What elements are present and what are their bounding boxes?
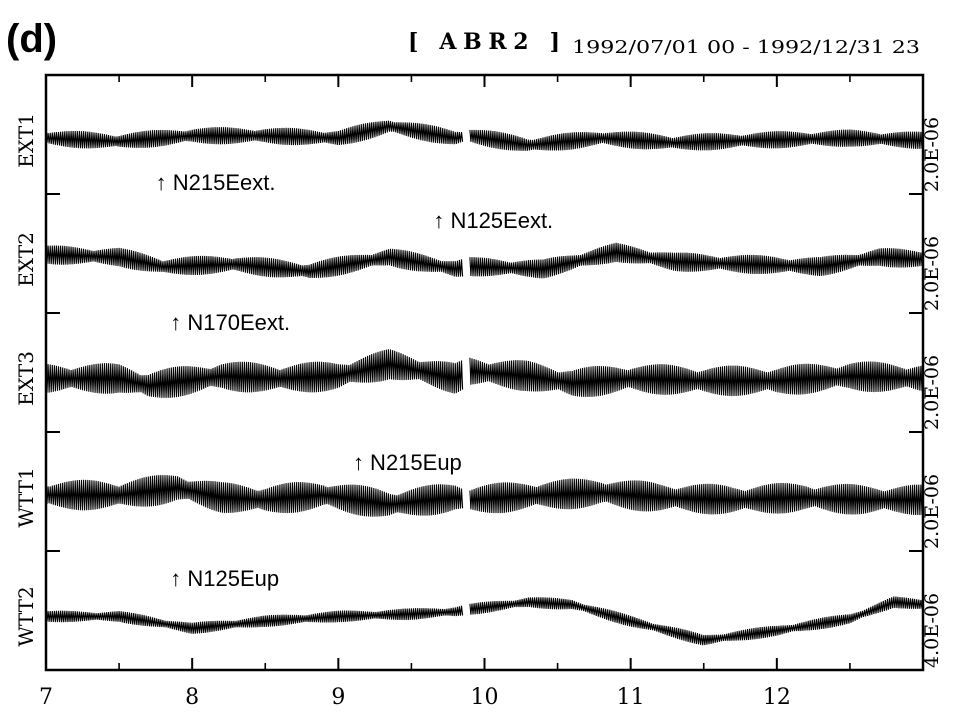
series-ext1: EXT1 2.0E-06 ↑ N215Eext. bbox=[14, 113, 943, 195]
series-label: EXT2 bbox=[14, 232, 38, 287]
series-label: WTT2 bbox=[14, 586, 38, 646]
series-annotation: ↑ N170Eext. bbox=[170, 310, 290, 335]
series-trace bbox=[45, 475, 464, 517]
series-annotation: ↑ N215Eext. bbox=[156, 170, 276, 195]
y-axis-ticks bbox=[46, 193, 923, 552]
chart-period: 1992/07/01 00 - 1992/12/31 23 bbox=[572, 37, 920, 58]
x-tick-label: 10 bbox=[471, 685, 499, 710]
x-tick-label: 9 bbox=[331, 685, 345, 710]
panel-label: (d) bbox=[6, 17, 57, 61]
series-trace bbox=[469, 129, 924, 151]
x-tick-label: 12 bbox=[763, 685, 791, 710]
x-tick-label: 8 bbox=[185, 685, 199, 710]
series-trace bbox=[45, 120, 464, 149]
series-annotation: ↑ N215Eup bbox=[353, 450, 462, 475]
series-ext3: EXT3 2.0E-06 ↑ N170Eext. bbox=[14, 310, 943, 430]
series-trace bbox=[469, 596, 924, 646]
series-label: WTT1 bbox=[14, 467, 38, 527]
series-rows: EXT1 2.0E-06 ↑ N215Eext. EXT2 2.0E-06 ↑ N125E… bbox=[14, 113, 943, 668]
series-label: EXT1 bbox=[14, 113, 38, 168]
series-trace bbox=[469, 242, 924, 279]
series-wtt1: WTT1 2.0E-06 ↑ N215Eup bbox=[14, 450, 943, 549]
series-trace bbox=[45, 245, 464, 278]
scale-label: 2.0E-06 bbox=[921, 117, 943, 192]
chart-station: [ ABR2 ] bbox=[408, 29, 560, 55]
scale-label: 4.0E-06 bbox=[921, 593, 943, 668]
series-trace bbox=[469, 357, 924, 398]
series-label: EXT3 bbox=[14, 351, 38, 406]
series-trace bbox=[469, 478, 924, 516]
x-tick-label: 11 bbox=[617, 685, 645, 710]
series-annotation: ↑ N125Eup bbox=[170, 566, 279, 591]
scale-label: 2.0E-06 bbox=[921, 236, 943, 311]
series-trace bbox=[45, 605, 464, 634]
series-trace bbox=[45, 349, 464, 398]
scale-label: 2.0E-06 bbox=[921, 355, 943, 430]
series-ext2: EXT2 2.0E-06 ↑ N125Eext. bbox=[14, 208, 943, 311]
x-tick-label: 7 bbox=[39, 685, 53, 710]
scale-label: 2.0E-06 bbox=[921, 474, 943, 549]
x-axis: 7 8 9 10 11 12 bbox=[39, 75, 851, 710]
series-wtt2: WTT2 4.0E-06 ↑ N125Eup bbox=[14, 566, 943, 668]
series-annotation: ↑ N125Eext. bbox=[433, 208, 553, 233]
